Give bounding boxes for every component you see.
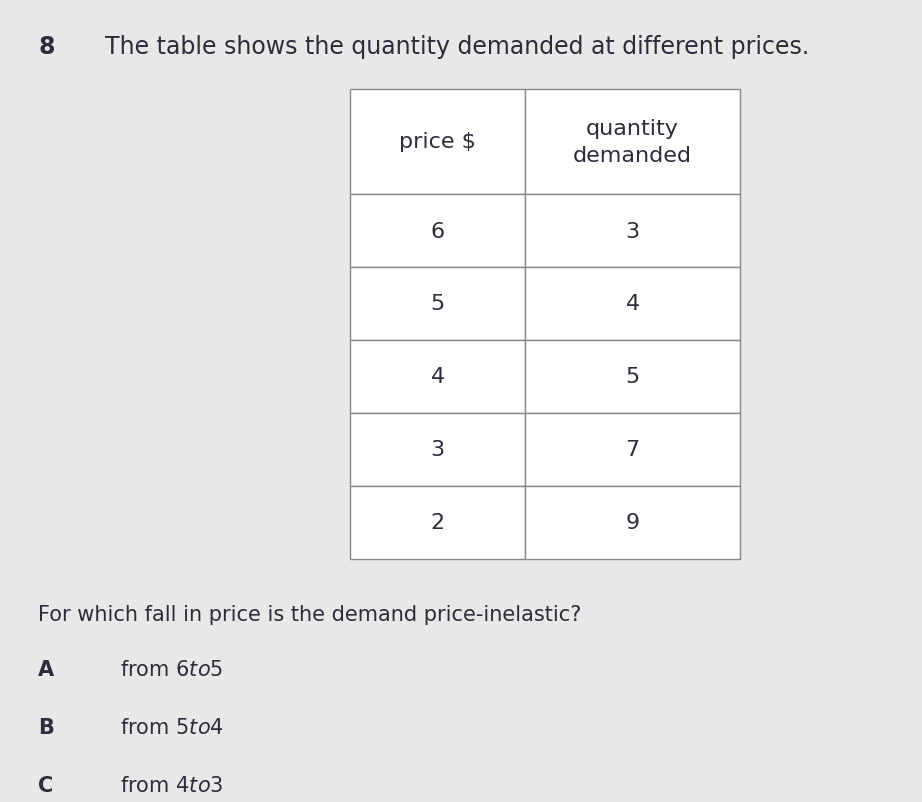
Text: A: A [38, 659, 54, 679]
Bar [350, 268, 525, 341]
Text: 7: 7 [625, 440, 640, 460]
Text: 8: 8 [38, 35, 54, 59]
Bar [525, 195, 740, 268]
Text: The table shows the quantity demanded at different prices.: The table shows the quantity demanded at… [105, 35, 810, 59]
Bar [350, 195, 525, 268]
Bar [525, 486, 740, 559]
Text: 2: 2 [431, 512, 444, 533]
Text: 4: 4 [625, 294, 640, 314]
Text: from $5 to $4: from $5 to $4 [120, 717, 224, 737]
Text: from $6 to $5: from $6 to $5 [120, 659, 223, 679]
Bar [350, 90, 525, 195]
Text: B: B [38, 717, 53, 737]
Text: 3: 3 [625, 221, 640, 241]
Text: 6: 6 [431, 221, 444, 241]
Text: 9: 9 [625, 512, 640, 533]
Bar [525, 414, 740, 486]
Text: 3: 3 [431, 440, 444, 460]
Text: from $4 to $3: from $4 to $3 [120, 775, 223, 795]
Bar [350, 414, 525, 486]
Bar [350, 486, 525, 559]
Bar [525, 90, 740, 195]
Text: For which fall in price is the demand price-inelastic?: For which fall in price is the demand pr… [38, 604, 582, 624]
Text: 5: 5 [625, 367, 640, 387]
Bar [525, 268, 740, 341]
Text: price $: price $ [399, 132, 476, 152]
Text: 5: 5 [431, 294, 444, 314]
Text: quantity
demanded: quantity demanded [573, 119, 692, 165]
Bar [350, 341, 525, 414]
Text: 4: 4 [431, 367, 444, 387]
Text: C: C [38, 775, 53, 795]
Bar [525, 341, 740, 414]
